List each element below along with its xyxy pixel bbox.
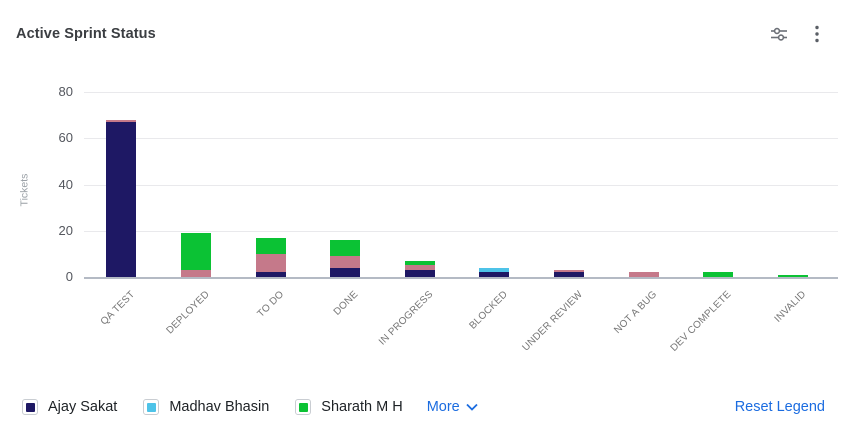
x-axis-label: DEPLOYED xyxy=(164,289,212,337)
gridline xyxy=(84,138,838,140)
legend-label: Sharath M H xyxy=(321,399,403,415)
x-axis-label: DEV COMPLETE xyxy=(669,289,734,354)
x-axis-label: NOT A BUG xyxy=(612,289,660,337)
chart-legend: Ajay Sakat Madhav Bhasin Sharath M H More … xyxy=(0,384,841,430)
bar-segment[interactable] xyxy=(180,270,211,277)
legend-swatch xyxy=(22,399,38,415)
bar-segment[interactable] xyxy=(255,253,286,273)
bar-segment[interactable] xyxy=(479,272,510,277)
bar-segment[interactable] xyxy=(106,122,137,277)
stacked-bar-chart: Tickets 0 20 40 60 80 QA TEST DEPLOYED TO DO DON… xyxy=(0,52,841,382)
legend-item[interactable]: Sharath M H xyxy=(295,399,403,415)
gridline xyxy=(84,230,838,232)
gridline xyxy=(84,92,838,93)
x-axis-label: BLOCKED xyxy=(467,289,511,332)
y-axis-tick: 0 xyxy=(65,269,73,284)
x-axis-label: UNDER REVIEW xyxy=(520,289,585,354)
bar-segment[interactable] xyxy=(106,119,137,123)
reset-legend-link[interactable]: Reset Legend xyxy=(734,399,825,415)
card-header: Active Sprint Status xyxy=(0,0,841,52)
bar-segment[interactable] xyxy=(628,272,659,277)
bar-segment[interactable] xyxy=(330,267,361,277)
chevron-down-icon xyxy=(466,403,478,411)
x-axis-label: TO DO xyxy=(255,289,287,320)
header-actions xyxy=(769,24,827,44)
x-axis-line xyxy=(84,277,838,279)
x-axis-label: QA TEST xyxy=(98,289,138,328)
kebab-menu-icon[interactable] xyxy=(807,24,827,44)
y-axis-tick: 40 xyxy=(58,176,73,192)
bar-segment[interactable] xyxy=(479,267,510,273)
legend-item[interactable]: Madhav Bhasin xyxy=(143,399,269,415)
more-link-label: More xyxy=(426,399,460,415)
gridline xyxy=(84,184,838,186)
bar-segment[interactable] xyxy=(404,270,435,277)
legend-label: Madhav Bhasin xyxy=(169,399,270,415)
legend-item[interactable]: Ajay Sakat xyxy=(22,399,117,415)
bar-segment[interactable] xyxy=(777,274,808,277)
bar-segment[interactable] xyxy=(330,240,361,257)
bar-segment[interactable] xyxy=(703,272,734,277)
more-link[interactable]: More xyxy=(427,399,478,415)
bar-segment[interactable] xyxy=(404,260,435,266)
legend-label: Ajay Sakat xyxy=(48,399,118,415)
bar-segment[interactable] xyxy=(553,272,584,277)
legend-items: Ajay Sakat Madhav Bhasin Sharath M H xyxy=(22,399,403,415)
y-axis-tick: 80 xyxy=(58,84,73,99)
filter-sliders-icon[interactable] xyxy=(769,24,789,44)
bar-segment[interactable] xyxy=(404,265,435,271)
bar-segment[interactable] xyxy=(330,256,361,268)
bar-segment[interactable] xyxy=(180,233,211,271)
y-axis-tick: 20 xyxy=(58,222,73,238)
x-axis-label: IN PROGRESS xyxy=(377,289,436,348)
legend-swatch xyxy=(295,399,312,415)
x-axis-label: INVALID xyxy=(772,289,809,325)
page-title: Active Sprint Status xyxy=(16,26,156,42)
bar-segment[interactable] xyxy=(553,270,584,273)
bar-segment[interactable] xyxy=(255,237,286,254)
x-axis-label: DONE xyxy=(332,289,361,318)
y-axis-tick: 60 xyxy=(58,130,73,146)
legend-swatch xyxy=(143,399,160,415)
bar-segment[interactable] xyxy=(255,272,286,277)
